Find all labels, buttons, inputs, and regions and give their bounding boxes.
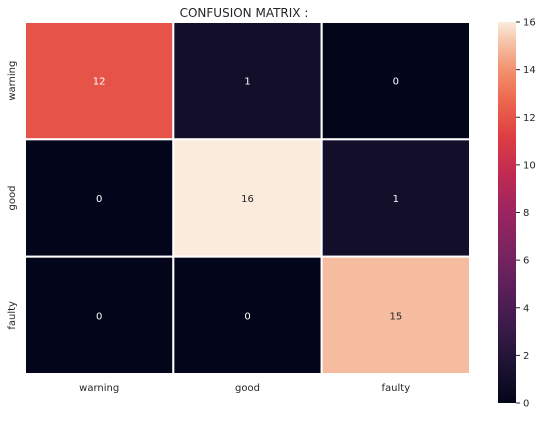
colorbar-tick-label: 12 — [523, 113, 536, 124]
y-tick-labels: warning good faulty — [7, 61, 18, 330]
heatmap-cell — [320, 138, 471, 258]
heatmap-cell — [320, 255, 471, 375]
x-tick-label: good — [235, 383, 260, 394]
colorbar-tick-label: 16 — [523, 18, 536, 29]
x-tick-labels: warning good faulty — [79, 383, 410, 394]
colorbar-tick-label: 4 — [523, 303, 529, 314]
cell-value-label: 0 — [244, 311, 250, 322]
x-tick-label: warning — [79, 383, 119, 394]
heatmap-cell — [24, 255, 175, 375]
heatmap-cell — [320, 21, 471, 141]
y-tick-label: good — [7, 186, 18, 211]
cell-value-label: 0 — [96, 311, 102, 322]
colorbar: 0 2 4 6 8 10 12 14 16 — [498, 18, 536, 410]
colorbar-tick-label: 10 — [523, 160, 536, 171]
colorbar-tick-label: 6 — [523, 256, 529, 267]
chart-title: CONFUSION MATRIX : — [180, 6, 309, 20]
heatmap-cell — [172, 255, 323, 375]
colorbar-tick-label: 8 — [523, 208, 529, 219]
heatmap-cell — [172, 21, 323, 141]
heatmap-cells: 12 1 0 0 16 1 0 0 15 — [24, 21, 471, 375]
heatmap-cell — [24, 21, 175, 141]
cell-value-label: 12 — [93, 77, 106, 88]
cell-value-label: 0 — [393, 77, 399, 88]
colorbar-tick-label: 2 — [523, 351, 529, 362]
x-tick-label: faulty — [382, 383, 411, 394]
cell-value-label: 1 — [393, 194, 399, 205]
cell-value-label: 1 — [244, 77, 250, 88]
cell-value-label: 15 — [389, 311, 402, 322]
colorbar-tick-label: 0 — [523, 399, 529, 410]
y-tick-label: warning — [7, 61, 18, 101]
heatmap-cell — [24, 138, 175, 258]
cell-value-label: 0 — [96, 194, 102, 205]
y-tick-label: faulty — [7, 301, 18, 330]
cell-value-label: 16 — [241, 194, 254, 205]
colorbar-tick-labels: 0 2 4 6 8 10 12 14 16 — [516, 18, 536, 410]
colorbar-gradient — [498, 22, 516, 403]
colorbar-tick-label: 14 — [523, 65, 536, 76]
